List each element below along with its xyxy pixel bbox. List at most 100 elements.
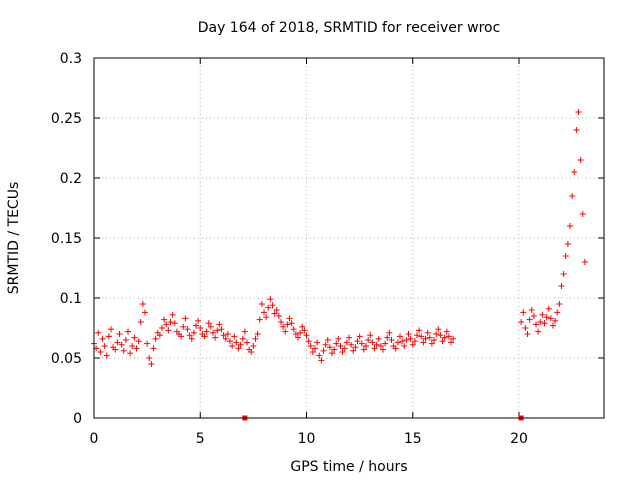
data-point (178, 333, 185, 340)
data-points (91, 109, 588, 421)
data-point (103, 352, 110, 359)
data-point (190, 329, 197, 336)
data-point (522, 325, 529, 331)
data-point (131, 334, 138, 341)
data-point (526, 316, 533, 323)
data-point (159, 325, 165, 331)
data-point (535, 328, 542, 335)
data-point (288, 320, 295, 327)
data-point (142, 309, 148, 316)
data-point (146, 355, 153, 361)
data-point (403, 337, 410, 343)
data-point (214, 327, 221, 334)
data-point (324, 337, 331, 343)
data-point (384, 334, 391, 341)
data-point (367, 332, 374, 339)
data-point (165, 327, 172, 334)
data-point (250, 343, 257, 349)
data-point (139, 301, 146, 307)
data-point (201, 333, 208, 340)
data-point (252, 335, 259, 342)
y-tick-label: 0.25 (51, 111, 82, 127)
x-axis-label: GPS time / hours (290, 459, 407, 475)
data-point (371, 345, 378, 352)
y-tick-label: 0.1 (60, 291, 82, 307)
data-point (241, 328, 248, 335)
data-point (416, 327, 423, 334)
data-point (171, 320, 178, 327)
data-point (299, 323, 306, 330)
data-point (350, 347, 357, 354)
data-point (122, 337, 129, 343)
data-point (554, 309, 561, 316)
x-tick-label: 5 (196, 431, 205, 447)
data-point (316, 352, 323, 359)
data-point (195, 317, 202, 324)
data-point (254, 331, 261, 337)
data-point (541, 320, 548, 327)
data-point (547, 315, 554, 322)
data-point (424, 329, 431, 336)
data-point (290, 326, 297, 333)
data-point (550, 322, 556, 329)
data-point (244, 339, 250, 346)
data-point (108, 326, 114, 333)
data-point (273, 307, 280, 313)
data-point (112, 346, 119, 353)
data-point (322, 341, 329, 348)
data-point (401, 343, 408, 349)
data-point (539, 311, 546, 318)
data-point (388, 337, 395, 343)
data-point (426, 334, 433, 341)
data-point (212, 334, 219, 341)
x-tick-label: 0 (90, 431, 99, 447)
data-point (537, 319, 544, 325)
data-point (530, 313, 537, 319)
data-point (528, 307, 535, 313)
data-point (435, 326, 442, 333)
data-point (326, 344, 333, 351)
data-point (127, 350, 134, 357)
data-point (309, 349, 316, 355)
data-point (256, 316, 263, 323)
data-point (409, 341, 416, 348)
data-point (231, 333, 238, 340)
data-point (156, 332, 163, 339)
data-point (441, 334, 448, 341)
data-point (280, 323, 287, 330)
data-point (161, 316, 168, 323)
data-point (258, 301, 265, 307)
data-point (101, 343, 108, 349)
data-point (105, 333, 112, 340)
data-point (271, 310, 278, 317)
data-point (394, 339, 401, 346)
data-point (418, 333, 425, 340)
data-point (197, 325, 204, 331)
data-point (227, 338, 233, 345)
data-point (329, 350, 335, 357)
data-point (407, 335, 414, 342)
y-tick-label: 0.05 (51, 351, 82, 367)
data-point (163, 321, 170, 328)
data-point (116, 331, 123, 337)
x-tick-label: 15 (404, 431, 422, 447)
data-point (331, 346, 338, 353)
data-point (129, 343, 136, 349)
data-point (377, 343, 384, 349)
data-point (305, 338, 312, 345)
data-point (222, 335, 229, 342)
data-point (97, 349, 104, 355)
data-point (184, 326, 191, 333)
data-point (448, 339, 454, 346)
data-point (443, 328, 450, 335)
data-point (341, 345, 348, 352)
data-point (579, 211, 586, 217)
y-tick-label: 0 (73, 411, 82, 427)
data-point (169, 311, 176, 318)
data-point (375, 335, 382, 342)
data-point (188, 335, 195, 342)
data-point (320, 347, 327, 354)
data-point (278, 319, 284, 325)
